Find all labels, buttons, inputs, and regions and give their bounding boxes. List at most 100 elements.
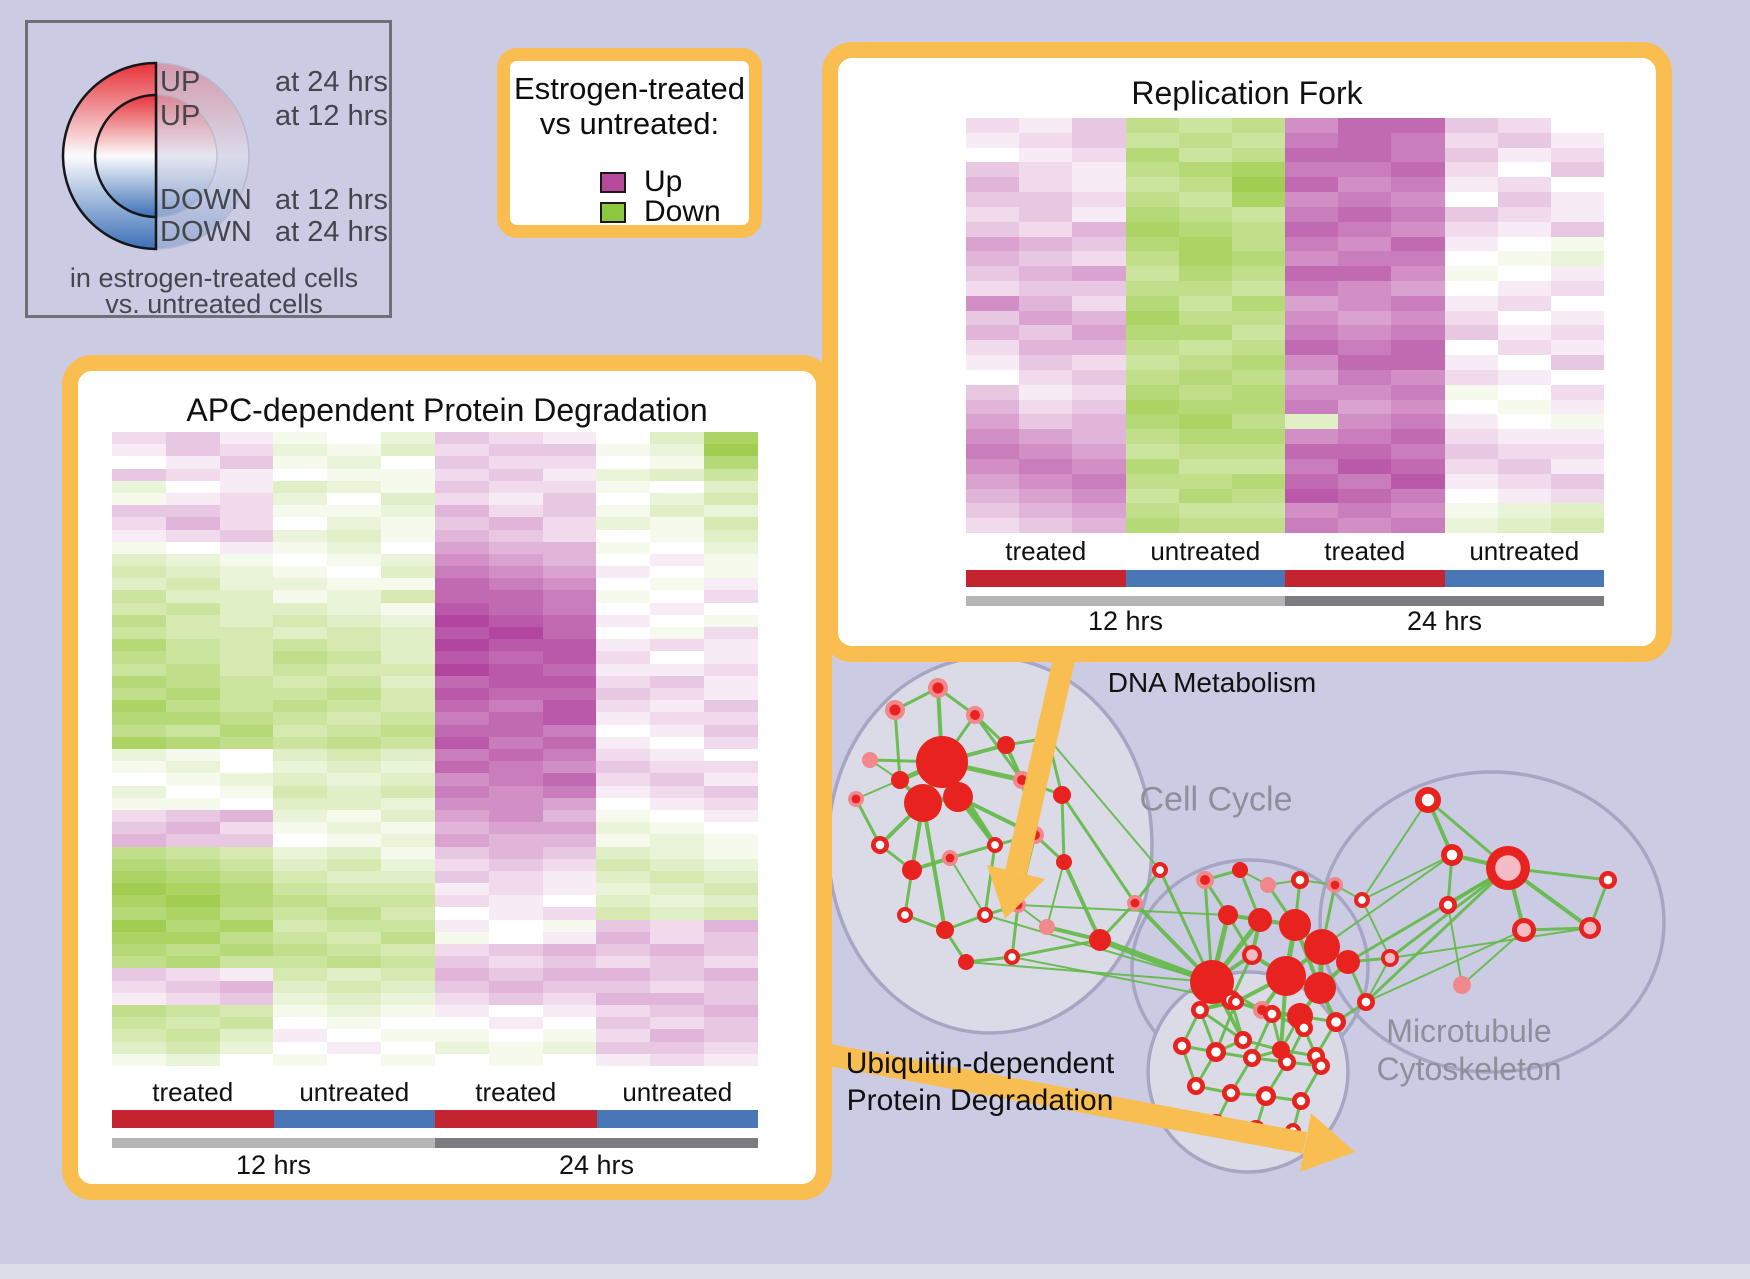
heatmap-cell [381,785,435,798]
heatmap-cell [1391,281,1445,296]
heatmap-cell [542,907,597,920]
heatmap-cell [327,432,382,445]
heatmap-cell [273,614,328,628]
heatmap-cell [542,651,597,664]
heatmap-cell [542,846,597,859]
heatmap-cell [488,432,543,445]
heatmap-cell [1072,399,1126,415]
time-24hrs-bar-segment [435,1138,758,1148]
heatmap-cell [1497,281,1551,296]
heatmap-cell [381,456,435,469]
heatmap-cell [1391,310,1445,326]
heatmap-cell [273,968,328,981]
color-key-item-up: Up [600,165,682,199]
heatmap-cell [112,541,166,554]
heatmap-cell [381,444,435,457]
heatmap-cell [165,578,220,591]
heatmap-cell [542,883,597,896]
heatmap-cell [1550,384,1604,400]
heatmap-cell [704,895,758,908]
heatmap-cell [704,651,758,664]
heatmap-cell [273,944,328,957]
heatmap-cell [219,944,274,957]
rf-time-label-24: 24 hrs [1406,606,1483,636]
heatmap-cell [112,578,166,591]
heatmap-cell [704,505,758,518]
heatmap-cell [596,468,651,481]
heatmap-cell [165,456,220,469]
heatmap-cell [219,517,274,530]
heatmap-cell [488,1041,543,1054]
heatmap-cell [1338,206,1392,222]
heatmap-cell [434,663,489,676]
heatmap-cell [596,432,651,445]
heatmap-cell [327,748,382,762]
heatmap-cell [1550,192,1604,207]
heatmap-cell [112,944,166,957]
heatmap-cell [542,1029,597,1042]
heatmap-cell [327,968,382,981]
heatmap-cell [1072,458,1126,474]
heatmap-cell [273,748,328,762]
heatmap-cell [327,761,382,774]
heatmap-cell [381,968,435,981]
heatmap-cell [704,944,758,957]
heatmap-cell [1178,369,1232,385]
heatmap-cell [1125,488,1179,504]
heatmap-cell [596,675,651,689]
heatmap-cell [650,773,705,786]
network-node [901,911,909,919]
heatmap-cell [1338,281,1392,296]
network-node [1200,875,1210,885]
heatmap-cell [1391,458,1445,474]
heatmap-cell [704,614,758,628]
heatmap-cell [1285,177,1339,193]
heatmap-cell [1391,355,1445,370]
heatmap-cell [434,1029,489,1042]
heatmap-cell [165,663,220,676]
heatmap-cell [1391,192,1445,207]
rf-time-label-12: 12 hrs [1087,606,1164,636]
heatmap-cell [434,736,489,749]
heatmap-cell [1178,414,1232,430]
heatmap-cell [1497,340,1551,356]
heatmap-cell [112,712,166,725]
heatmap-cell [704,700,758,713]
heatmap-cell [650,675,705,689]
heatmap-cell [1391,325,1445,341]
heatmap-cell [704,883,758,896]
heatmap-cell [1019,369,1073,385]
heatmap-cell [165,761,220,774]
heatmap-cell [704,480,758,493]
heatmap-cell [165,773,220,786]
heatmap-cell [596,456,651,469]
heatmap-cell [327,834,382,847]
down-color-swatch [600,201,626,223]
heatmap-cell [165,1005,220,1018]
heatmap-cell [165,432,220,445]
network-node [862,752,878,768]
heatmap-cell [1072,414,1126,430]
heatmap-cell [381,517,435,530]
heatmap-cell [434,468,489,481]
heatmap-cell [1285,162,1339,178]
heatmap-cell [542,724,597,737]
heatmap-cell [488,553,543,567]
heatmap-cell [542,1005,597,1018]
heatmap-cell [542,614,597,628]
heatmap-cell [704,858,758,871]
network-edge [983,844,997,916]
heatmap-cell [650,444,705,457]
heatmap-cell [1231,384,1285,400]
heatmap-cell [596,773,651,786]
heatmap-cell [488,956,543,969]
heatmap-cell [1019,192,1073,207]
heatmap-cell [219,895,274,908]
heatmap-cell [1444,384,1498,400]
heatmap-cell [488,883,543,896]
network-node [958,954,974,970]
heatmap-cell [650,895,705,908]
heatmap-cell [488,505,543,518]
heatmap-cell [1391,473,1445,489]
heatmap-cell [327,919,382,932]
